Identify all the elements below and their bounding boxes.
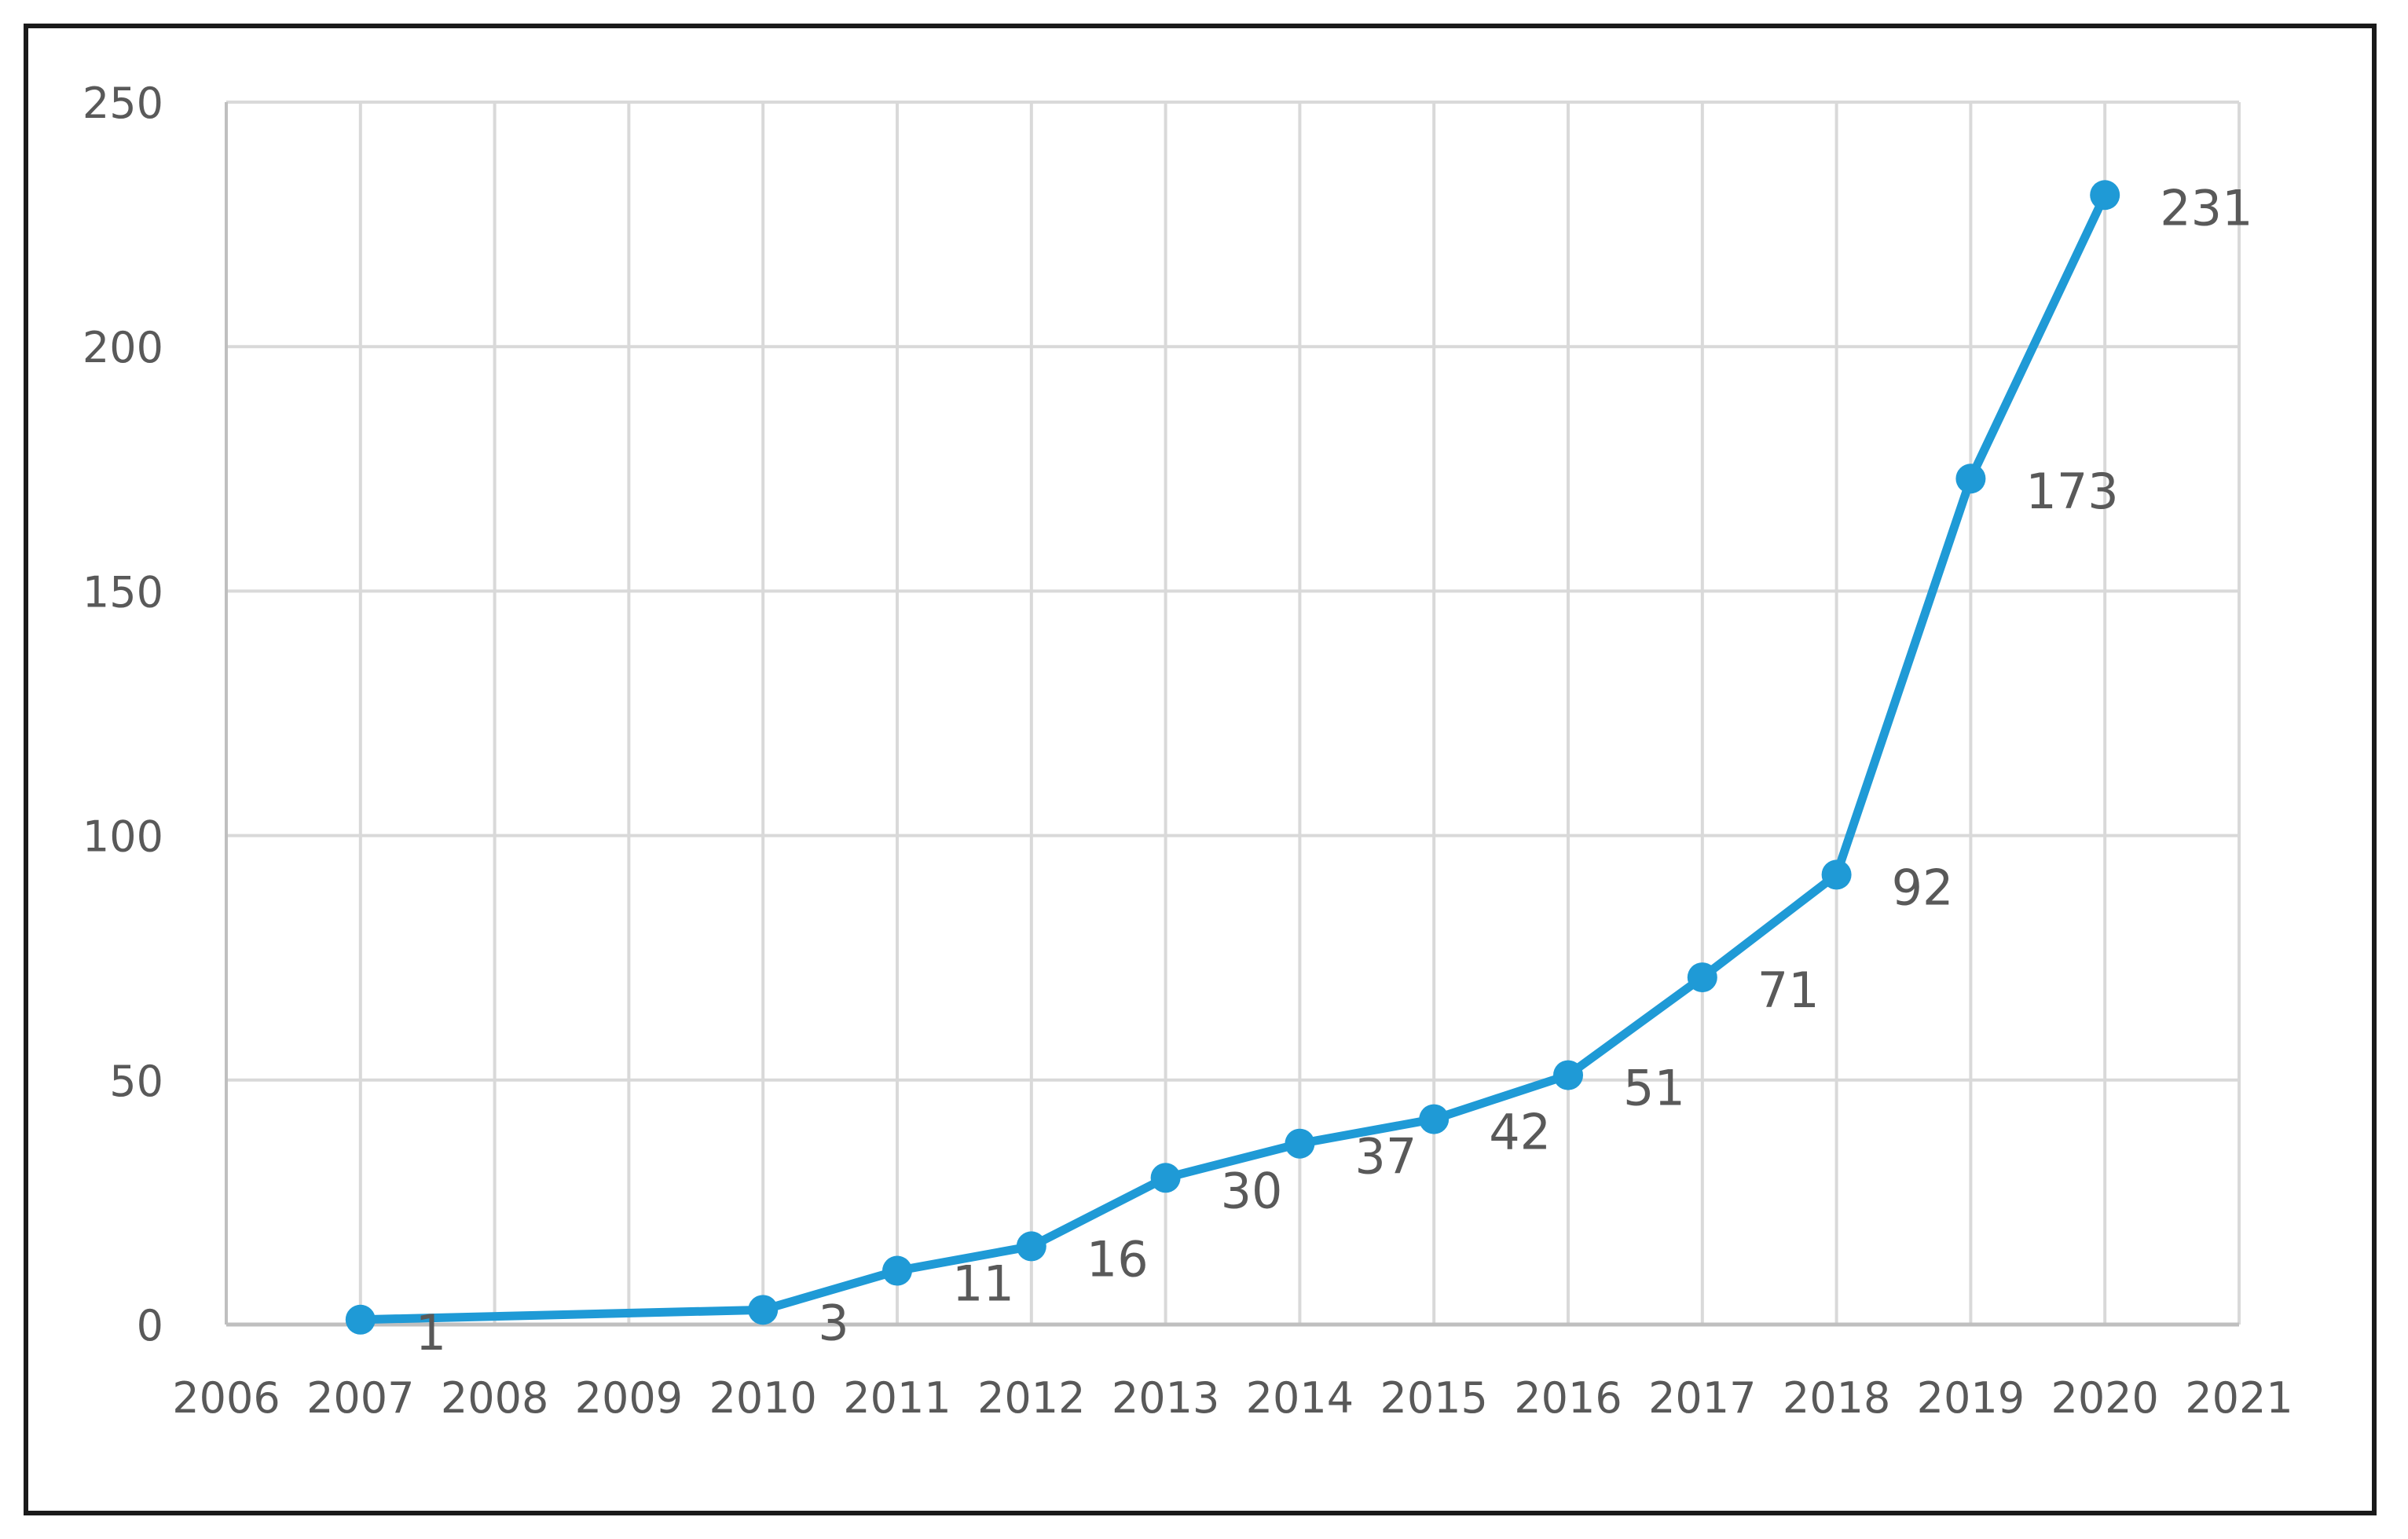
- data-label: 231: [2160, 179, 2252, 236]
- chart-frame: [24, 24, 2377, 1515]
- data-point: [882, 1255, 912, 1286]
- data-point: [1955, 464, 1986, 494]
- series-layer: [345, 180, 2120, 1335]
- x-tick-label: 2008: [441, 1373, 548, 1423]
- x-tick-label: 2009: [575, 1373, 683, 1423]
- x-tick-label: 2007: [306, 1373, 414, 1423]
- x-axis-tick-labels: 2006 2007 2008 2009 2010 2011 2012 2013 2014 2015…: [172, 1373, 2293, 1423]
- data-label: 71: [1757, 962, 1820, 1019]
- grid-lines: [225, 101, 2241, 1325]
- data-point: [345, 1304, 376, 1335]
- data-label: 16: [1087, 1230, 1149, 1288]
- x-tick-label: 2020: [2051, 1373, 2158, 1423]
- data-point: [1285, 1128, 1315, 1159]
- data-label: 11: [952, 1255, 1014, 1313]
- data-point: [748, 1295, 779, 1325]
- x-tick-label: 2015: [1380, 1373, 1487, 1423]
- series-line: [356, 190, 2109, 1325]
- x-tick-label: 2012: [977, 1373, 1085, 1423]
- y-tick-label: 100: [82, 812, 163, 862]
- data-point: [1016, 1231, 1046, 1262]
- y-tick-label: 150: [82, 567, 163, 617]
- data-point: [2090, 180, 2120, 211]
- axes: [225, 102, 2239, 1327]
- x-tick-label: 2016: [1514, 1373, 1622, 1423]
- x-tick-label: 2010: [709, 1373, 816, 1423]
- data-label: 51: [1623, 1060, 1685, 1117]
- x-tick-label: 2013: [1112, 1373, 1219, 1423]
- data-label: 1: [416, 1304, 446, 1361]
- data-label: 173: [2025, 463, 2118, 520]
- y-axis-tick-labels: 0 50 100 150 200 250: [82, 79, 163, 1350]
- y-tick-label: 50: [109, 1057, 163, 1106]
- x-tick-label: 2006: [172, 1373, 280, 1423]
- data-point: [1821, 859, 1852, 890]
- x-tick-label: 2019: [1917, 1373, 2025, 1423]
- y-tick-label: 250: [82, 79, 163, 128]
- data-label: 30: [1221, 1162, 1283, 1219]
- data-point: [1553, 1060, 1583, 1090]
- data-labels: 1 3 11 16 30 37 42 51 71 92 173 231: [416, 179, 2253, 1361]
- x-tick-label: 2018: [1783, 1373, 1890, 1423]
- data-label: 3: [818, 1294, 848, 1351]
- x-tick-label: 2011: [843, 1373, 951, 1423]
- data-point: [1150, 1163, 1181, 1193]
- data-point: [1419, 1104, 1450, 1134]
- y-tick-label: 200: [82, 323, 163, 372]
- x-tick-label: 2021: [2185, 1373, 2293, 1423]
- data-label: 42: [1489, 1104, 1551, 1161]
- x-tick-label: 2017: [1648, 1373, 1756, 1423]
- data-label: 37: [1354, 1128, 1417, 1185]
- data-label: 92: [1892, 859, 1954, 916]
- data-point: [1687, 962, 1717, 993]
- y-tick-label: 0: [137, 1301, 163, 1350]
- x-tick-label: 2014: [1246, 1373, 1354, 1423]
